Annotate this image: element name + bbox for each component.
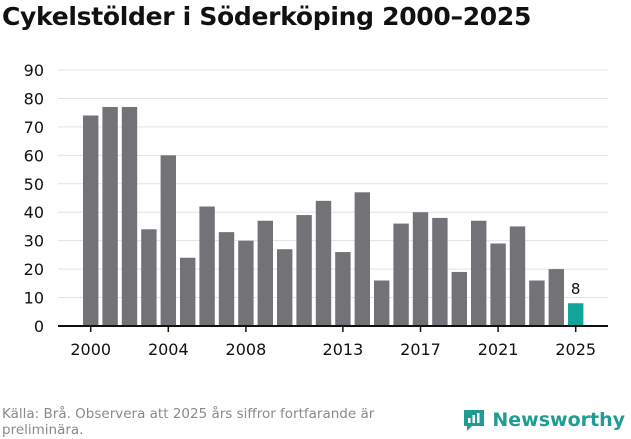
source-note: Källa: Brå. Observera att 2025 års siffr…	[2, 406, 375, 438]
bar-2024	[548, 269, 564, 326]
y-tick-label-0: 0	[34, 317, 44, 336]
bar-2007	[218, 232, 235, 326]
x-tick-label-2017: 2017	[400, 340, 441, 359]
bar-2018	[432, 217, 448, 326]
bar-2010	[277, 249, 293, 326]
bar-2016	[393, 223, 409, 326]
bar-2002	[121, 106, 138, 326]
bar-2022	[509, 226, 526, 326]
bar-2023	[529, 280, 545, 326]
bar-2004	[160, 155, 176, 326]
bar-2025	[568, 303, 584, 326]
x-axis-ticks: 2000 2004 2008 2013 2017 2021 2025	[70, 326, 596, 359]
brand-name: Newsworthy	[492, 409, 625, 431]
bar-2011	[296, 215, 312, 326]
x-tick-label-2021: 2021	[478, 340, 519, 359]
bar-2017	[412, 212, 429, 326]
newsworthy-logo-icon	[464, 410, 485, 431]
bar-2001	[102, 106, 118, 326]
data-labels: 8	[571, 280, 581, 298]
bar-2014	[354, 192, 370, 326]
y-axis-ticks: 0 10 20 30 40 50 60 70 80 90	[24, 61, 44, 336]
gridlines	[58, 69, 608, 299]
x-tick-label-2000: 2000	[70, 340, 111, 359]
bar-2006	[199, 206, 215, 326]
y-tick-label-30: 30	[24, 232, 44, 251]
x-tick-label-2008: 2008	[226, 340, 267, 359]
brand-logo: Newsworthy	[462, 408, 625, 432]
bar-2015	[374, 280, 390, 326]
y-tick-label-40: 40	[24, 203, 44, 222]
chart-title: Cykelstölder i Söderköping 2000–2025	[2, 2, 532, 31]
data-label-2025: 8	[571, 280, 581, 298]
y-tick-label-60: 60	[24, 146, 44, 165]
y-tick-label-20: 20	[24, 260, 44, 279]
x-tick-label-2025: 2025	[555, 340, 596, 359]
bars	[83, 106, 584, 326]
bar-2013	[335, 252, 351, 326]
bar-2019	[451, 271, 467, 326]
y-tick-label-50: 50	[24, 175, 44, 194]
x-tick-label-2013: 2013	[323, 340, 364, 359]
bar-2020	[471, 220, 487, 326]
bar-chart: 0 10 20 30 40 50 60 70 80 90 2000 2004 2008 2013 2017…	[24, 61, 608, 359]
bar-2005	[180, 257, 196, 326]
bar-2000	[83, 115, 99, 326]
bar-2009	[257, 220, 273, 326]
y-tick-label-90: 90	[24, 61, 44, 80]
bar-2003	[141, 229, 157, 326]
bar-2012	[315, 200, 332, 326]
y-tick-label-10: 10	[24, 289, 44, 308]
bar-2008	[238, 240, 254, 326]
y-tick-label-70: 70	[24, 118, 44, 137]
x-tick-label-2004: 2004	[148, 340, 189, 359]
bar-2021	[490, 243, 506, 326]
y-tick-label-80: 80	[24, 89, 44, 108]
